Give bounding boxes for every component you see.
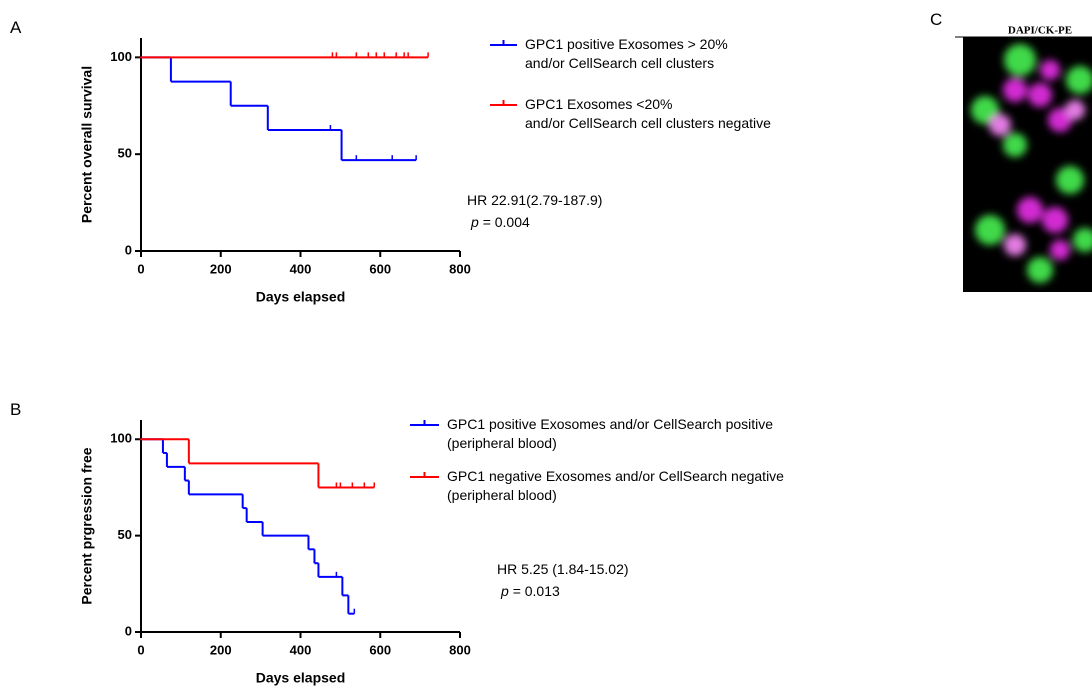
x-tick-label: 600 [369, 642, 391, 657]
x-tick-label: 600 [369, 261, 391, 276]
x-tick-label: 400 [290, 261, 312, 276]
x-tick-label: 0 [137, 642, 144, 657]
x-axis-title: Days elapsed [256, 670, 346, 686]
hazard-ratio: HR 22.91(2.79-187.9) [467, 192, 603, 208]
y-tick-label: 50 [118, 527, 132, 542]
legend-label: GPC1 positive Exosomes and/or CellSearch… [447, 416, 774, 451]
legend-label: GPC1 positive Exosomes > 20% and/or Cell… [525, 36, 728, 71]
x-axis-title: Days elapsed [256, 289, 346, 305]
x-tick-label: 200 [210, 642, 232, 657]
p-text: = 0.004 [482, 214, 530, 230]
panel-letter: B [10, 400, 22, 419]
p-text: = 0.013 [512, 583, 560, 599]
x-tick-label: 800 [449, 642, 471, 657]
micrograph [963, 37, 1092, 292]
p-symbol: p [471, 214, 479, 230]
annotation: HR 22.91(2.79-187.9) p = 0.004 [467, 189, 602, 233]
y-tick-label: 0 [125, 242, 132, 257]
x-tick-label: 0 [137, 261, 144, 276]
y-tick-label: 0 [125, 623, 132, 638]
p-symbol: p [501, 583, 509, 599]
hazard-ratio: HR 5.25 (1.84-15.02) [497, 561, 629, 577]
legend-label: GPC1 Exosomes <20% and/or CellSearch cel… [525, 96, 771, 131]
y-tick-label: 100 [110, 431, 132, 446]
x-tick-label: 800 [449, 261, 471, 276]
y-tick-label: 100 [110, 49, 132, 64]
panel-letter: C [930, 10, 943, 29]
image-label: DAPI/CK-PE [1008, 25, 1072, 37]
annotation: HR 5.25 (1.84-15.02) p = 0.013 [497, 558, 629, 602]
x-tick-label: 200 [210, 261, 232, 276]
x-tick-label: 400 [290, 642, 312, 657]
y-axis-title: Percent prgression free [79, 447, 95, 604]
panel-letter: A [10, 18, 22, 37]
y-tick-label: 50 [118, 146, 132, 161]
y-axis-title: Percent overall survival [79, 66, 95, 223]
legend-label: GPC1 negative Exosomes and/or CellSearch… [447, 468, 784, 503]
p-value: p = 0.004 [467, 211, 602, 233]
p-value: p = 0.013 [497, 580, 629, 602]
